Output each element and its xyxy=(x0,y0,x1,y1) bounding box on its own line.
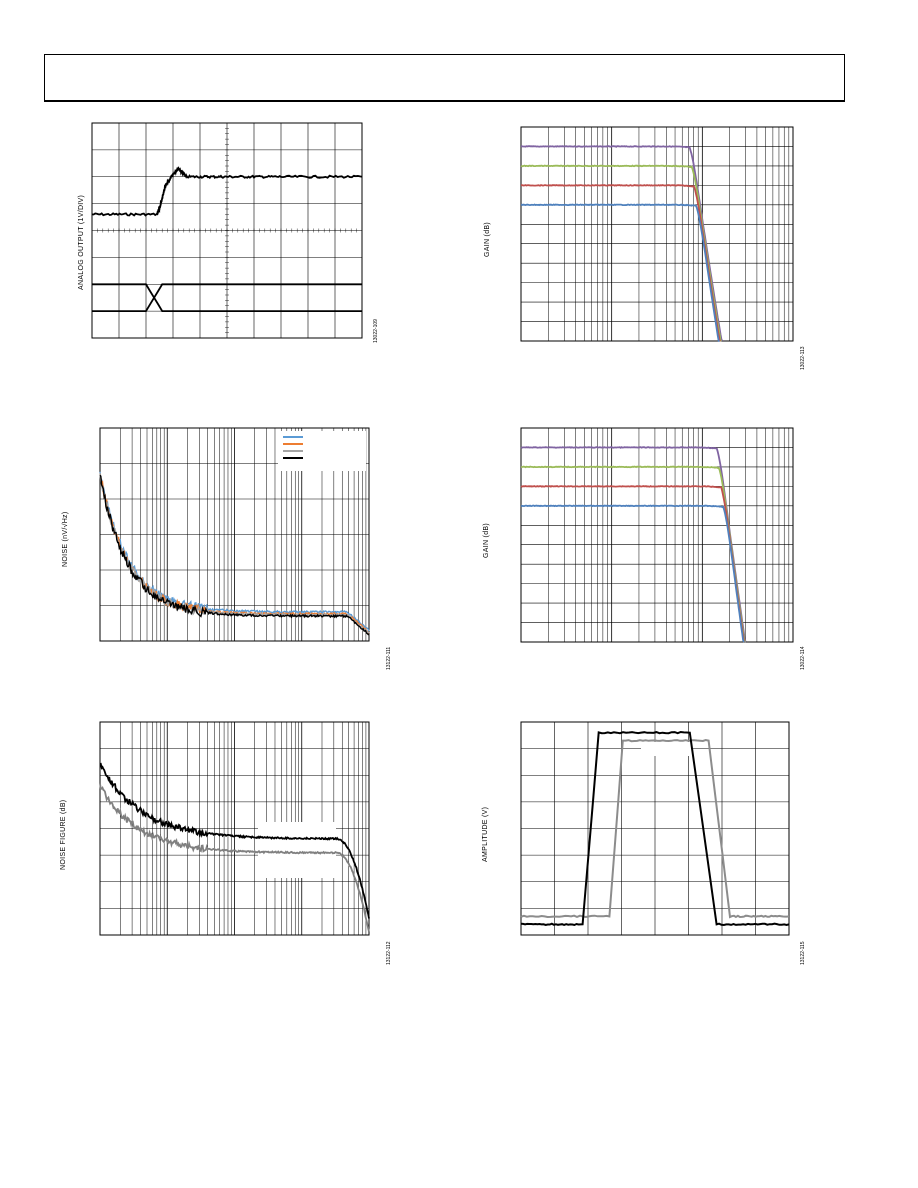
series-line xyxy=(520,164,722,342)
series-line xyxy=(520,145,724,342)
page-header-box xyxy=(44,54,845,102)
series-line xyxy=(99,474,370,636)
plot-gain-2 xyxy=(520,427,794,643)
plot-noise xyxy=(99,427,370,642)
plot-noise-figure xyxy=(99,721,370,936)
series-line xyxy=(520,504,745,643)
legend-box xyxy=(641,742,691,756)
series-line xyxy=(99,472,370,634)
plot-amplitude xyxy=(520,721,790,936)
series-line xyxy=(520,730,790,927)
y-axis-label: ANALOG OUTPUT (1V/DIV) xyxy=(78,194,85,290)
figure-id: 13022-109 xyxy=(373,319,379,343)
figure-id: 13122-115 xyxy=(800,941,806,965)
plot-analog-output xyxy=(91,122,363,339)
y-axis-label: GAIN (dB) xyxy=(483,523,490,558)
figure-id: 13022-113 xyxy=(800,346,806,370)
series-line xyxy=(520,485,745,643)
series-line xyxy=(92,283,362,312)
series-line xyxy=(520,465,746,643)
y-axis-label: NOISE FIGURE (dB) xyxy=(60,799,67,870)
figure-id: 13122-111 xyxy=(386,646,392,670)
series-line xyxy=(520,446,747,643)
y-axis-label: GAIN (dB) xyxy=(484,222,491,257)
series-line xyxy=(91,166,363,217)
series-line xyxy=(520,203,720,342)
figure-id: 13122-112 xyxy=(386,941,392,965)
y-axis-label: AMPLITUDE (V) xyxy=(482,806,489,862)
plot-frame xyxy=(520,427,794,643)
y-axis-label: NOISE (nV/√Hz) xyxy=(62,511,69,568)
series-line xyxy=(92,283,362,312)
legend-box xyxy=(258,822,336,878)
plot-gain-1 xyxy=(520,126,794,342)
series-line xyxy=(520,738,790,919)
plot-frame xyxy=(520,126,794,342)
figure-id: 13022-114 xyxy=(800,646,806,670)
series-line xyxy=(521,184,721,342)
series-line xyxy=(99,762,370,919)
series-line xyxy=(99,783,370,933)
